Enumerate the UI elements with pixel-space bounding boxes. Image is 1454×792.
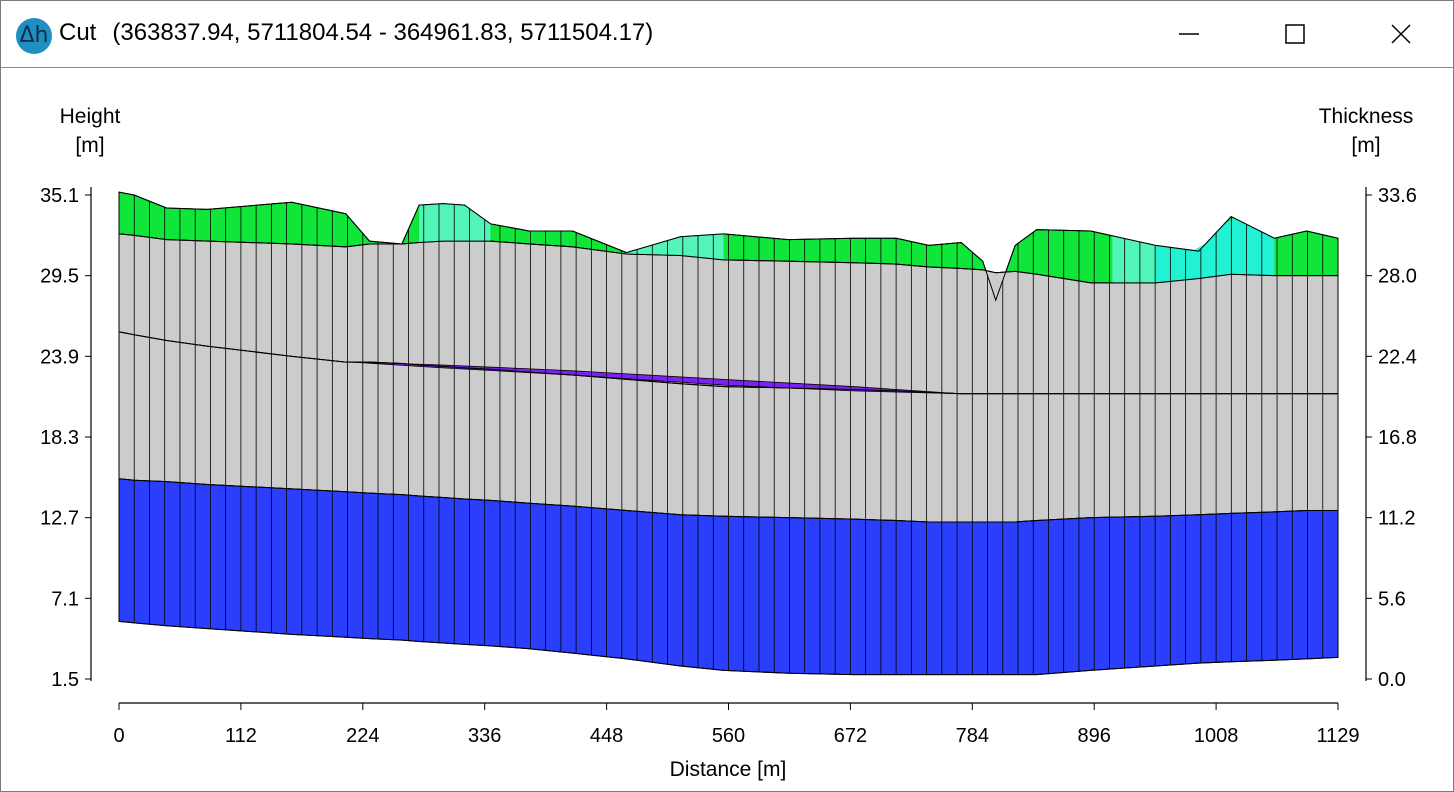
y-right-tick-label: 28.0 — [1378, 266, 1417, 288]
column-lines — [118, 192, 1339, 675]
y-left-tick-label: 35.1 — [40, 185, 79, 207]
x-tick-label: 1129 — [1316, 725, 1359, 747]
x-tick-label: 336 — [468, 725, 501, 747]
boundary-line-4 — [118, 620, 1339, 676]
y-left-tick-label: 29.5 — [40, 266, 79, 288]
y-axis-right-label-line2: [m] — [1351, 134, 1380, 157]
x-tick-label: 224 — [346, 725, 379, 747]
y-left-tick-label: 23.9 — [40, 346, 79, 368]
y-left-tick-label: 12.7 — [40, 508, 79, 530]
y-axis-left-label-line1: Height — [60, 105, 121, 128]
delta-h-app-icon: Δh — [16, 18, 52, 54]
x-axis-label: Distance [m] — [670, 758, 787, 781]
x-tick-label: 0 — [113, 725, 124, 747]
overlay-patch-0 — [419, 203, 491, 243]
y-axis-right-label-line1: Thickness — [1319, 105, 1414, 128]
y-left-tick-label: 18.3 — [40, 427, 79, 449]
minimize-button[interactable] — [1159, 9, 1219, 59]
y-left-tick-label: 7.1 — [51, 588, 79, 610]
y-right-tick-label: 0.0 — [1378, 669, 1406, 691]
x-tick-label: 1008 — [1194, 725, 1239, 747]
y-right-tick-label: 16.8 — [1378, 427, 1417, 449]
overlay-patch-1 — [626, 233, 724, 260]
cut-view: 35.1 29.5 23.9 18.3 12.7 7.1 1.5 33.6 28.0 22.4 16… — [1, 68, 1453, 791]
x-tick-label: 896 — [1078, 725, 1111, 747]
maximize-icon — [1285, 24, 1305, 44]
y-right-tick-label: 33.6 — [1378, 185, 1417, 207]
cross-section-chart[interactable]: 35.1 29.5 23.9 18.3 12.7 7.1 1.5 33.6 28.0 22.4 16… — [1, 68, 1453, 791]
close-button[interactable] — [1371, 9, 1431, 59]
boundary-line-2 — [118, 331, 1338, 395]
x-tick-label: 448 — [590, 725, 623, 747]
overlay-patch-3 — [1155, 218, 1275, 283]
y-axis-left-label-line2: [m] — [75, 134, 104, 157]
x-tick-label: 672 — [834, 725, 867, 747]
x-tick-label: 560 — [712, 725, 745, 747]
y-left-tick-label: 1.5 — [51, 669, 79, 691]
boundary-line-3 — [118, 478, 1338, 523]
title-coordinates: (363837.94, 5711804.54 - 364961.83, 5711… — [112, 19, 654, 46]
x-tick-label: 784 — [956, 725, 989, 747]
close-icon — [1391, 24, 1411, 44]
minimize-icon — [1179, 33, 1199, 35]
maximize-button[interactable] — [1265, 9, 1325, 59]
title-bar[interactable]: Δh Cut (363837.94, 5711804.54 - 364961.83… — [1, 1, 1453, 68]
y-right-tick-label: 5.6 — [1378, 588, 1406, 610]
title-prefix: Cut — [59, 19, 97, 46]
boundary-line-1 — [118, 233, 1338, 284]
x-tick-label: 112 — [225, 725, 257, 747]
y-right-tick-label: 22.4 — [1378, 346, 1417, 368]
y-right-tick-label: 11.2 — [1378, 508, 1415, 530]
chart-axes: 35.1 29.5 23.9 18.3 12.7 7.1 1.5 33.6 28.0 22.4 16… — [40, 185, 1417, 747]
boundary-line-0 — [118, 191, 1339, 302]
window-title: Cut (363837.94, 5711804.54 - 364961.83, 5… — [59, 19, 653, 47]
